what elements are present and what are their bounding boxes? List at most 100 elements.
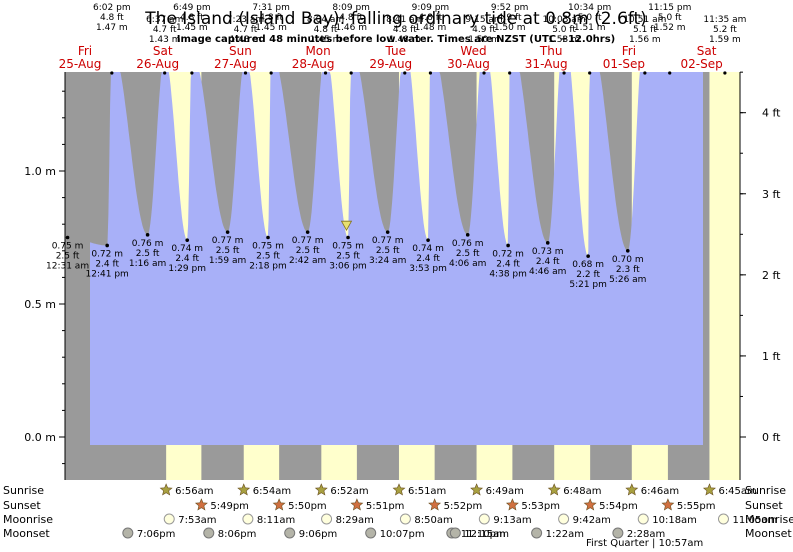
high-tide-point [243,71,248,75]
day-labels: Fri25-AugSat26-AugSun27-AugMon28-AugTue2… [59,44,723,71]
day-of-week-label: Fri [78,44,92,58]
moonset-icon [612,527,624,539]
sunrise-row-label-left: Sunrise [3,484,44,497]
low-tide-point [346,235,350,240]
date-label: 27-Aug [214,57,257,71]
sunset-icon [661,498,675,511]
day-of-week-label: Sat [153,44,173,58]
moonrise-row-label-left: Moonrise [3,513,53,526]
y-tick-label-ft: 1 ft [762,350,781,363]
high-tide-label: 8:09 pm [332,3,370,13]
y-tick-label-ft: 4 ft [762,107,781,120]
moonrise-time: 11:05am [732,515,777,526]
sunrise-row-label-right: Sunrise [745,484,786,497]
low-tide-label: 12:31 am [46,262,89,272]
moonset-time: 9:06pm [299,529,338,540]
high-tide-point [482,71,486,75]
low-tide-label: 4:38 pm [489,269,527,279]
right-axis: 0 ft 1 ft 2 ft 3 ft 4 ft [740,71,781,444]
moonset-time: 12:15am [464,529,509,540]
moonset-time: 2:28am [627,529,665,540]
high-tide-label: 6:49 pm [173,3,211,13]
high-tide-label: 1.45 m [176,23,208,33]
moonrise-row-label-right: Moonrise [745,513,793,526]
high-tide-label: 10:03 am [543,15,586,25]
low-tide-label: 2.5 ft [56,252,80,262]
low-tide-label: 2.3 ft [616,265,640,275]
moonset-icon [284,527,296,539]
high-tide-label: 9:15 am [465,15,502,25]
high-tide-label: 1.43 m [149,35,181,45]
sunrise-icon [392,483,406,496]
low-tide-point [266,235,270,240]
high-tide-label: 5.0 ft [552,25,576,35]
moonrise-icon [558,513,570,525]
low-tide-label: 2.5 ft [456,249,480,259]
high-tide-point [643,71,647,75]
low-tide-label: 2.5 ft [336,252,360,262]
moonset-time: 8:06pm [218,529,257,540]
moonrise-icon [399,513,411,525]
low-tide-point [385,230,390,234]
moonrise-time: 9:42am [573,515,611,526]
high-tide-label: 9:52 pm [491,3,529,13]
high-tide-label: 4.8 ft [339,13,363,23]
moonset-row-label-right: Moonset [745,527,792,540]
chart-title: The Island (Island Bay): falling ordinar… [144,9,647,29]
low-tide-label: 1:59 am [209,256,246,266]
sunrise-time: 6:49am [486,486,524,497]
y-tick-label-ft: 0 ft [762,431,781,444]
low-tide-label: 0.76 m [132,239,164,249]
low-tide-label: 2.5 ft [296,246,320,256]
sunset-icon [428,498,442,511]
high-tide-label: 4.8 ft [419,13,443,23]
moonrise-time: 9:13am [493,515,531,526]
high-tide-label: 1.51 m [574,23,606,33]
low-tide-label: 5:26 am [609,275,646,285]
low-tide-label: 4:46 am [529,267,566,277]
low-tide-point [625,249,630,253]
moonset-time: 10:07pm [380,529,425,540]
low-tide-label: 2.4 ft [536,257,560,267]
sunset-icon [272,498,286,511]
moon-phase-label: First Quarter | 10:57am [586,538,703,549]
day-of-week-label: Tue [385,44,407,58]
moonrise-time: 8:29am [336,515,374,526]
high-tide-label: 1.50 m [494,23,526,33]
moonrise-icon [163,513,175,525]
sunset-time: 5:55pm [677,501,716,512]
low-tide-label: 2.4 ft [95,259,119,269]
high-tide-label: 10:51 am [623,15,666,25]
moonset-icon [203,527,215,539]
high-tide-label: 9:09 pm [412,3,450,13]
low-tide-label: 0.73 m [532,247,564,257]
current-level-marker [340,220,353,232]
low-tide-label: 0.75 m [52,242,84,252]
sunrise-icon [314,483,328,496]
sunset-icon [583,498,597,511]
date-label: 25-Aug [59,57,102,71]
left-axis: 0.0 m 0.5 m 1.0 m [24,90,65,465]
moonrise-time: 10:18am [652,515,697,526]
low-tide-label: 4:06 am [449,259,486,269]
high-tide-label: 4.9 ft [498,13,522,23]
high-tide-point [428,71,433,75]
high-tide-label: 7:31 pm [252,3,290,13]
moonset-icon [365,527,377,539]
high-tide-label: 4.8 ft [180,13,204,23]
low-tide-point [586,254,590,258]
high-tide-label: 5.0 ft [658,13,682,23]
current-level-triangle [340,220,353,232]
high-tide-label: 4.8 ft [314,25,338,35]
high-tide-point [269,71,273,75]
high-tide-label: 4.7 ft [234,25,258,35]
date-label: 31-Aug [525,57,568,71]
sunset-icon [505,498,519,511]
moonset-time: 11:10pm [461,529,506,540]
high-tide-point [668,71,672,75]
low-tide-point [305,230,310,234]
high-tide-label: 5.2 ft [713,25,737,35]
low-tide-label: 0.70 m [612,255,644,265]
high-tide-point [190,71,194,75]
low-tide-label: 0.68 m [572,260,604,270]
